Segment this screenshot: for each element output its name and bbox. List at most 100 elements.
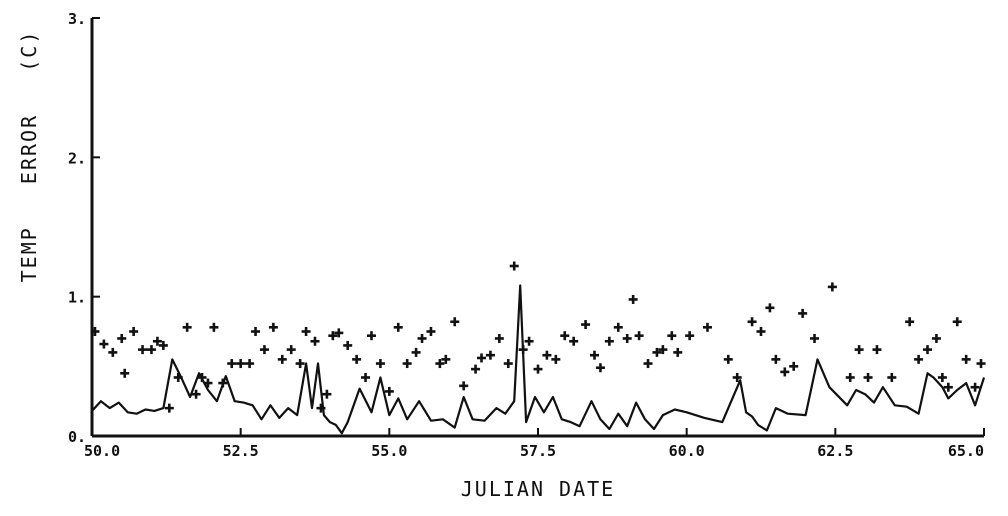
plus-marker-point xyxy=(581,320,591,330)
x-axis-ticks: 50.0 52.5 55.0 57.5 60.0 62.5 65.0 xyxy=(84,428,985,460)
plus-marker-point xyxy=(810,333,820,343)
plus-marker-point xyxy=(503,359,513,369)
plus-marker-point xyxy=(952,317,962,327)
plus-marker-point xyxy=(569,336,579,346)
plus-marker-point xyxy=(310,336,320,346)
plus-marker-point xyxy=(108,347,118,357)
plus-marker-point xyxy=(334,328,344,338)
error-line-series xyxy=(91,284,986,435)
plus-marker-point xyxy=(595,363,605,373)
plus-marker-point xyxy=(756,327,766,336)
plus-marker-point xyxy=(961,354,971,364)
plus-marker-point xyxy=(301,327,311,336)
plus-marker-point xyxy=(173,372,183,382)
plus-marker-point xyxy=(560,331,570,341)
plus-marker-point xyxy=(524,336,534,346)
plus-marker-point xyxy=(218,378,228,388)
x-tick-label: 60.0 xyxy=(669,442,705,460)
plus-marker-point xyxy=(191,389,201,399)
plus-marker-point xyxy=(622,333,632,343)
plus-marker-point xyxy=(518,345,528,355)
plus-marker-point xyxy=(943,382,953,392)
plot-area xyxy=(90,261,986,435)
plus-marker-point xyxy=(295,359,305,369)
plus-marker-point xyxy=(441,354,451,364)
y-axis-ticks: 0. 1. 2. 3. xyxy=(68,10,100,446)
plus-marker-point xyxy=(542,350,552,360)
plus-marker-point xyxy=(209,322,219,332)
plus-marker-point xyxy=(182,322,192,332)
y-tick-label: 3. xyxy=(68,10,86,28)
plus-marker-point xyxy=(789,361,799,371)
plus-marker-point xyxy=(914,354,924,364)
plus-marker-point xyxy=(120,368,130,378)
plus-marker-point xyxy=(931,333,941,343)
plus-marker-point xyxy=(245,359,255,369)
plus-marker-point xyxy=(277,354,287,364)
plus-marker-point xyxy=(551,354,561,364)
plus-marker-point xyxy=(533,364,543,374)
plus-marker-point xyxy=(471,364,481,374)
plus-marker-point xyxy=(411,347,421,357)
plus-marker-point xyxy=(417,333,427,343)
plus-marker-point xyxy=(361,372,371,382)
plus-marker-point xyxy=(589,350,599,360)
plus-marker-point xyxy=(352,354,362,364)
plus-marker-point xyxy=(732,372,742,382)
plus-marker-point xyxy=(905,317,915,327)
plus-marker-point xyxy=(459,381,469,391)
plus-marker-point xyxy=(887,372,897,382)
plus-marker-point xyxy=(343,340,353,350)
plus-marker-point xyxy=(872,345,882,355)
plus-marker-point xyxy=(316,403,326,413)
plus-marker-point xyxy=(251,327,261,336)
plus-marker-point xyxy=(477,353,487,363)
plus-marker-point xyxy=(322,389,332,399)
plus-marker-point xyxy=(509,261,519,271)
plus-marker-point xyxy=(937,372,947,382)
plus-marker-point xyxy=(658,345,668,355)
plus-marker-point xyxy=(780,367,790,377)
plus-marker-point xyxy=(393,322,403,332)
plus-marker-point xyxy=(673,347,683,357)
plus-marker-point xyxy=(450,317,460,327)
plus-marker-point xyxy=(494,333,504,343)
plus-marker-point xyxy=(152,336,162,346)
y-tick-label: 1. xyxy=(68,289,86,307)
plus-marker-point xyxy=(435,359,445,369)
plus-marker-point xyxy=(384,386,394,396)
plus-marker-point xyxy=(268,322,278,332)
plus-marker-point xyxy=(375,359,385,369)
plus-marker-point xyxy=(604,336,614,346)
plus-marker-point xyxy=(634,331,644,341)
plus-marker-point xyxy=(923,345,933,355)
plus-marker-point xyxy=(863,372,873,382)
plus-marker-point xyxy=(158,340,168,350)
plus-marker-point xyxy=(236,359,246,369)
y-tick-label: 2. xyxy=(68,149,86,167)
plus-marker-point xyxy=(652,347,662,357)
plus-marker-point xyxy=(685,331,695,341)
y-tick-label: 0. xyxy=(68,428,86,446)
plus-marker-point xyxy=(798,308,808,318)
plus-marker-point xyxy=(117,333,127,343)
plus-marker-point xyxy=(286,345,296,355)
x-tick-label: 62.5 xyxy=(817,442,853,460)
plus-marker-point xyxy=(771,354,781,364)
x-tick-label: 57.5 xyxy=(520,442,556,460)
plus-marker-point xyxy=(366,331,376,341)
plus-marker-point xyxy=(765,303,775,313)
plus-marker-point xyxy=(845,372,855,382)
x-tick-label: 65.0 xyxy=(948,442,984,460)
y-axis-title: TEMP ERROR (C) xyxy=(17,30,41,283)
plus-marker-point xyxy=(827,282,837,292)
plus-marker-point xyxy=(426,327,436,336)
x-tick-label: 50.0 xyxy=(84,442,120,460)
plus-marker-point xyxy=(99,339,109,349)
plus-marker-point xyxy=(976,359,986,369)
plus-marker-point xyxy=(747,317,757,327)
plus-marker-point xyxy=(628,294,638,304)
x-axis-title: JULIAN DATE xyxy=(461,477,615,501)
plus-marker-point xyxy=(970,382,980,392)
plus-marker-point xyxy=(164,403,174,413)
